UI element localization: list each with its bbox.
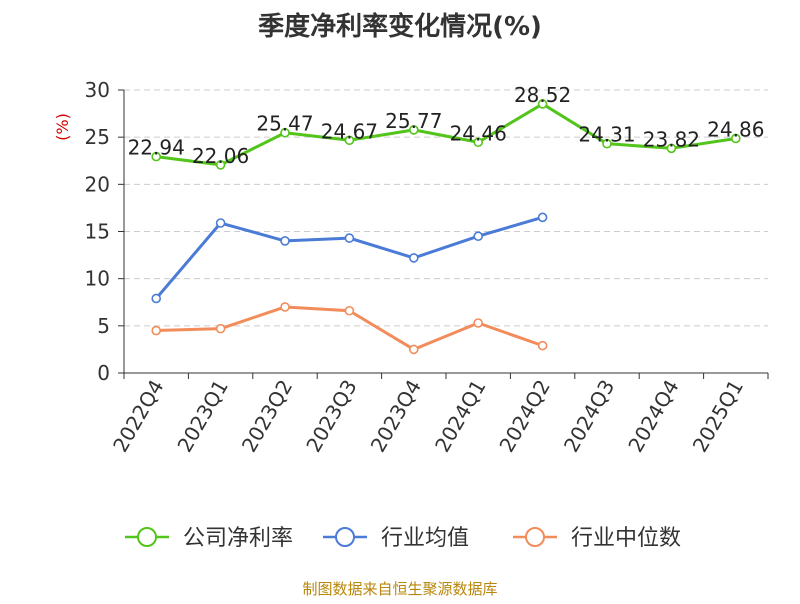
- x-tick-label: 2024Q1: [430, 376, 490, 457]
- series-line: [156, 102, 737, 167]
- x-tick-label: 2024Q4: [623, 376, 683, 457]
- data-point: [408, 125, 419, 135]
- data-point: [408, 253, 419, 263]
- data-point: [151, 151, 161, 162]
- data-point: [280, 302, 290, 312]
- x-tick-label: 2023Q3: [301, 376, 361, 457]
- data-label: 28.52: [514, 83, 571, 107]
- data-label: 25.47: [256, 112, 313, 136]
- chart-title: 季度净利率变化情况(%): [258, 12, 542, 42]
- data-label: 24.46: [450, 121, 507, 145]
- source-note: 制图数据来自恒生聚源数据库: [302, 580, 498, 598]
- data-point: [215, 218, 226, 228]
- data-point: [473, 137, 484, 148]
- legend-label: 行业中位数: [571, 526, 681, 551]
- legend-marker: [137, 527, 157, 547]
- data-point: [344, 233, 355, 243]
- data-label: 24.67: [321, 119, 378, 143]
- data-point: [344, 135, 355, 146]
- y-axis-label: (%): [53, 113, 72, 141]
- x-tick-label: 2023Q4: [366, 376, 426, 457]
- data-point: [215, 323, 226, 334]
- data-label: 22.06: [192, 144, 249, 168]
- legend-marker: [525, 527, 545, 547]
- data-point: [666, 143, 677, 154]
- data-label: 22.94: [128, 136, 185, 160]
- data-point: [473, 318, 484, 328]
- data-label: 24.31: [578, 123, 635, 147]
- data-point: [280, 127, 290, 138]
- y-tick-label: 15: [85, 220, 110, 244]
- data-point: [537, 212, 548, 223]
- y-tick-label: 5: [97, 314, 110, 338]
- data-label: 25.77: [385, 109, 442, 133]
- data-point: [215, 160, 226, 170]
- x-tick-label: 2023Q2: [237, 376, 297, 457]
- data-point: [151, 325, 161, 336]
- data-label: 24.86: [707, 117, 764, 141]
- y-tick-label: 20: [85, 172, 110, 196]
- data-point: [537, 340, 548, 351]
- series-line: [155, 215, 544, 300]
- y-tick-label: 10: [85, 267, 110, 291]
- y-tick-label: 30: [85, 78, 110, 102]
- legend-label: 公司净利率: [183, 526, 293, 551]
- data-point: [602, 138, 612, 149]
- x-tick-label: 2024Q2: [494, 376, 554, 457]
- legend-label: 行业均值: [381, 526, 469, 551]
- x-tick-label: 2025Q1: [688, 376, 748, 457]
- legend-marker: [335, 527, 355, 547]
- x-tick-label: 2022Q4: [108, 376, 168, 457]
- y-tick-label: 25: [85, 125, 110, 149]
- x-tick-label: 2023Q1: [172, 376, 232, 457]
- data-point: [408, 344, 419, 355]
- data-point: [280, 236, 290, 246]
- x-tick-label: 2024Q3: [559, 376, 619, 457]
- data-point: [473, 231, 484, 242]
- data-point: [537, 99, 548, 109]
- data-point: [151, 293, 161, 304]
- data-label: 23.82: [643, 127, 700, 151]
- y-tick-label: 0: [97, 361, 110, 385]
- data-point: [730, 133, 741, 144]
- data-point: [344, 305, 355, 316]
